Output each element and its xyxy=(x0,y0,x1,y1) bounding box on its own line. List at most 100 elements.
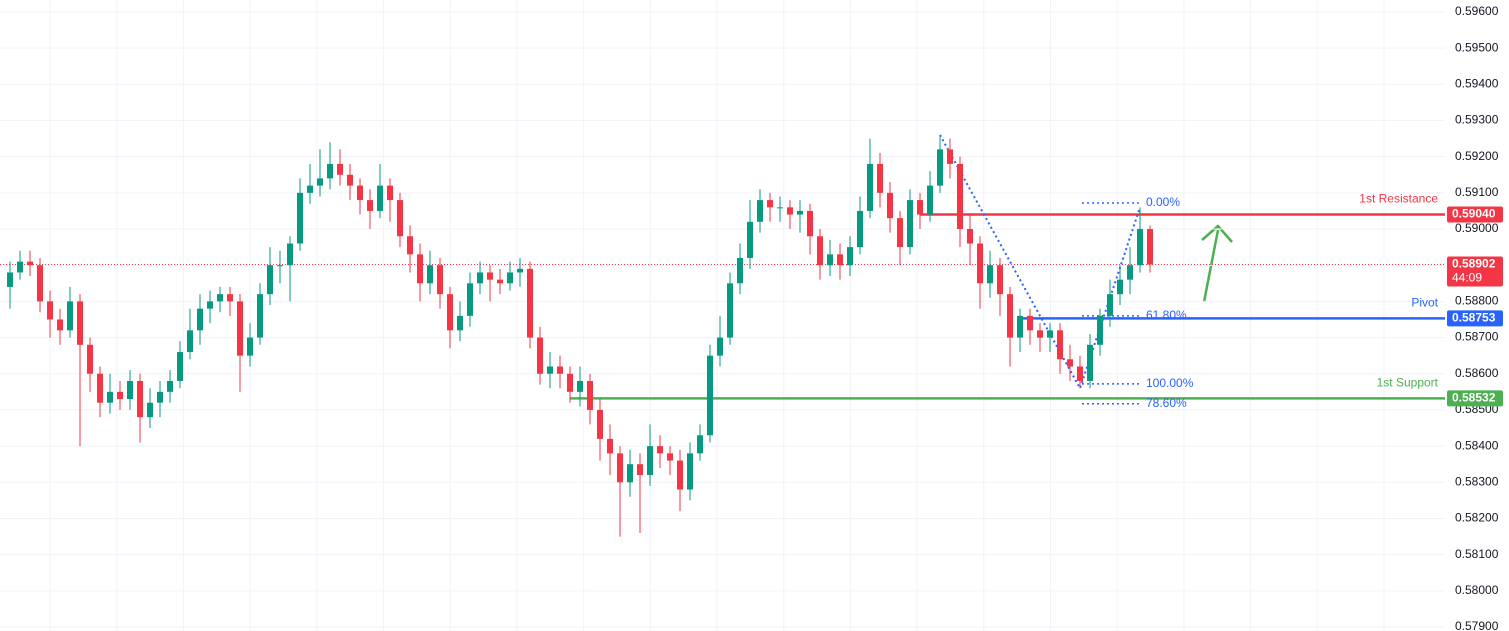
candle-body xyxy=(67,301,73,331)
candle-body xyxy=(7,272,13,287)
level-name: 1st Resistance xyxy=(1359,192,1438,206)
candle-body xyxy=(417,254,423,284)
y-tick-label: 0.59300 xyxy=(1455,113,1499,127)
price-tag-label: 0.58532 xyxy=(1452,391,1496,405)
candle-body xyxy=(347,174,353,186)
y-tick-label: 0.58600 xyxy=(1455,366,1499,380)
candle-body xyxy=(537,337,543,374)
y-tick-label: 0.58200 xyxy=(1455,511,1499,525)
arrow-head xyxy=(1201,224,1233,243)
candle-body xyxy=(787,207,793,215)
candle-body xyxy=(1077,366,1083,381)
candle-body xyxy=(427,265,433,284)
candle-body xyxy=(287,243,293,266)
candle-body xyxy=(327,163,333,179)
countdown-label: 44:09 xyxy=(1452,271,1482,285)
candle-body xyxy=(647,446,653,476)
candle-body xyxy=(777,207,783,209)
y-tick-label: 0.58400 xyxy=(1455,438,1499,452)
y-tick-label: 0.59200 xyxy=(1455,149,1499,163)
y-tick-label: 0.58000 xyxy=(1455,583,1499,597)
candle-body xyxy=(1087,344,1093,381)
candle-body xyxy=(707,355,713,436)
candle-body xyxy=(527,268,533,338)
candle-body xyxy=(557,366,563,374)
fib-label: 0.00% xyxy=(1146,195,1180,209)
candle-body xyxy=(487,272,493,280)
candle-body xyxy=(97,373,103,403)
candle-body xyxy=(957,163,963,230)
candle-body xyxy=(17,261,23,273)
candle-body xyxy=(897,218,903,248)
candle-body xyxy=(177,352,183,381)
price-tag-label: 0.58753 xyxy=(1452,311,1496,325)
candle-body xyxy=(27,261,33,266)
candle-body xyxy=(697,435,703,454)
candle-body xyxy=(197,308,203,331)
candle-body xyxy=(267,265,273,295)
price-tag xyxy=(1447,206,1503,223)
fib-label: 100.00% xyxy=(1146,376,1194,390)
candle-body xyxy=(717,337,723,356)
candle-body xyxy=(277,265,283,267)
candle-body xyxy=(667,453,673,461)
y-tick-label: 0.59000 xyxy=(1455,221,1499,235)
candle-body xyxy=(847,247,853,266)
candle-body xyxy=(457,315,463,331)
candle-body xyxy=(1147,229,1153,265)
candle-body xyxy=(307,185,313,193)
candle-body xyxy=(677,460,683,490)
candle-body xyxy=(567,373,573,392)
candle-body xyxy=(547,366,553,374)
candle-body xyxy=(1107,294,1113,316)
candle-body xyxy=(507,272,513,284)
candle-body xyxy=(727,283,733,338)
candle-body xyxy=(1057,330,1063,360)
candle-body xyxy=(337,163,343,175)
candle-body xyxy=(1117,279,1123,295)
candle-body xyxy=(477,272,483,284)
candle-body xyxy=(587,380,593,410)
candle-body xyxy=(207,301,213,309)
candle-body xyxy=(377,185,383,211)
candle-body xyxy=(227,294,233,302)
candle-body xyxy=(997,265,1003,295)
candle-body xyxy=(317,178,323,186)
candle-body xyxy=(87,344,93,374)
candle-body xyxy=(147,402,153,418)
y-tick-label: 0.58300 xyxy=(1455,474,1499,488)
candle-body xyxy=(137,380,143,418)
candle-body xyxy=(357,185,363,201)
candle-body xyxy=(1127,265,1133,280)
candle-body xyxy=(387,185,393,201)
level-name: Pivot xyxy=(1411,296,1438,310)
candle-body xyxy=(607,438,613,454)
candle-body xyxy=(977,243,983,284)
candle-body xyxy=(797,210,803,215)
candle-body xyxy=(1097,315,1103,345)
price-tag xyxy=(1447,256,1503,287)
candle-body xyxy=(237,301,243,356)
level-name: 1st Support xyxy=(1377,376,1439,390)
candle-body xyxy=(937,149,943,186)
candle-body xyxy=(747,221,753,258)
candle-body xyxy=(247,337,253,356)
candle-body xyxy=(107,391,113,403)
candle-body xyxy=(187,330,193,353)
candle-body xyxy=(497,279,503,284)
candle-body xyxy=(1017,315,1023,338)
candle-body xyxy=(907,200,913,248)
candle-body xyxy=(867,163,873,211)
candle-body xyxy=(407,236,413,255)
candle-body xyxy=(627,464,633,483)
price-tag-label: 0.59040 xyxy=(1452,207,1496,221)
candle-body xyxy=(1047,330,1053,338)
candle-body xyxy=(397,200,403,237)
candle-body xyxy=(947,149,953,164)
candle-body xyxy=(1037,330,1043,338)
candle-body xyxy=(157,391,163,403)
candle-body xyxy=(757,200,763,222)
candle-body xyxy=(517,268,523,273)
y-tick-label: 0.59100 xyxy=(1455,185,1499,199)
